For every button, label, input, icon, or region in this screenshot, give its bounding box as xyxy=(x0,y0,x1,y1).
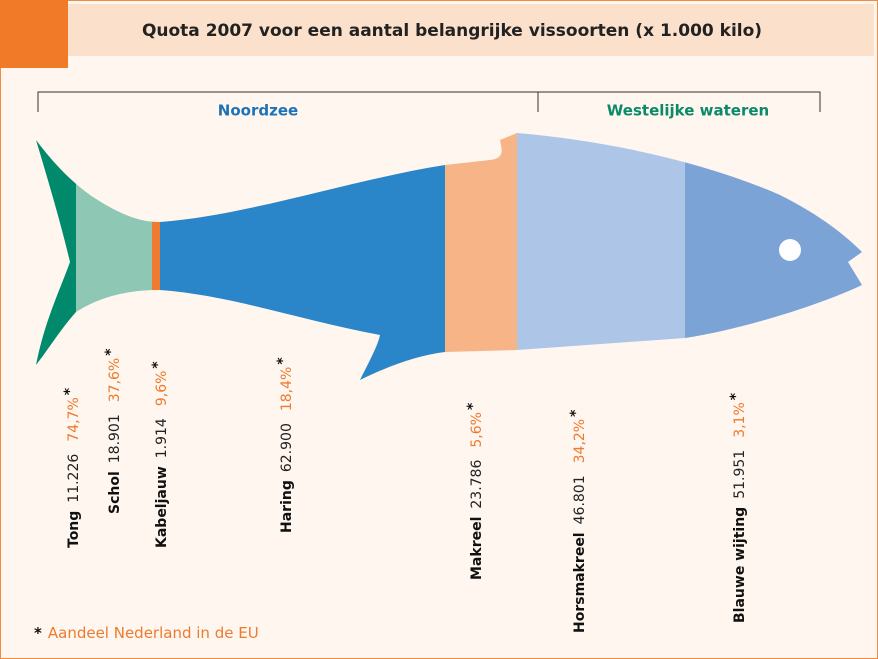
label-star: * xyxy=(275,357,291,365)
label-qty: 51.951 xyxy=(732,450,748,499)
header-square xyxy=(0,0,68,68)
footnote-text: Aandeel Nederland in de EU xyxy=(48,624,259,642)
footnote: * Aandeel Nederland in de EU xyxy=(34,624,259,642)
label-star: * xyxy=(465,402,481,410)
label-qty: 23.786 xyxy=(469,460,485,509)
label-share: 34,2% xyxy=(572,419,588,463)
label-name: Blauwe wijting xyxy=(732,507,748,623)
label-qty: 62.900 xyxy=(279,423,295,472)
label-name: Haring xyxy=(279,480,295,533)
label-share: 9,6% xyxy=(154,371,170,407)
label-star: * xyxy=(728,392,744,400)
label-name: Schol xyxy=(107,471,123,514)
footnote-marker: * xyxy=(34,624,42,642)
label-share: 74,7% xyxy=(66,397,82,441)
group-label: Noordzee xyxy=(218,102,298,120)
fish-eye xyxy=(779,239,801,261)
label-name: Horsmakreel xyxy=(572,532,588,633)
title: Quota 2007 voor een aantal belangrijke v… xyxy=(142,21,762,41)
label-star: * xyxy=(568,409,584,417)
label-qty: 11.226 xyxy=(66,454,82,503)
group-label: Westelijke wateren xyxy=(607,102,769,120)
label-qty: 1.914 xyxy=(154,418,170,458)
label-name: Kabeljauw xyxy=(154,466,170,548)
label-share: 5,6% xyxy=(469,412,485,448)
label-name: Tong xyxy=(66,511,82,548)
label-qty: 18.901 xyxy=(107,414,123,463)
label-name: Makreel xyxy=(469,517,485,580)
label-star: * xyxy=(103,348,119,356)
label-qty: 46.801 xyxy=(572,475,588,524)
label-star: * xyxy=(62,387,78,395)
label-share: 3,1% xyxy=(732,402,748,438)
infographic: Quota 2007 voor een aantal belangrijke v… xyxy=(0,0,878,659)
label-share: 18,4% xyxy=(279,367,295,411)
label-star: * xyxy=(150,361,166,369)
label-share: 37,6% xyxy=(107,358,123,402)
